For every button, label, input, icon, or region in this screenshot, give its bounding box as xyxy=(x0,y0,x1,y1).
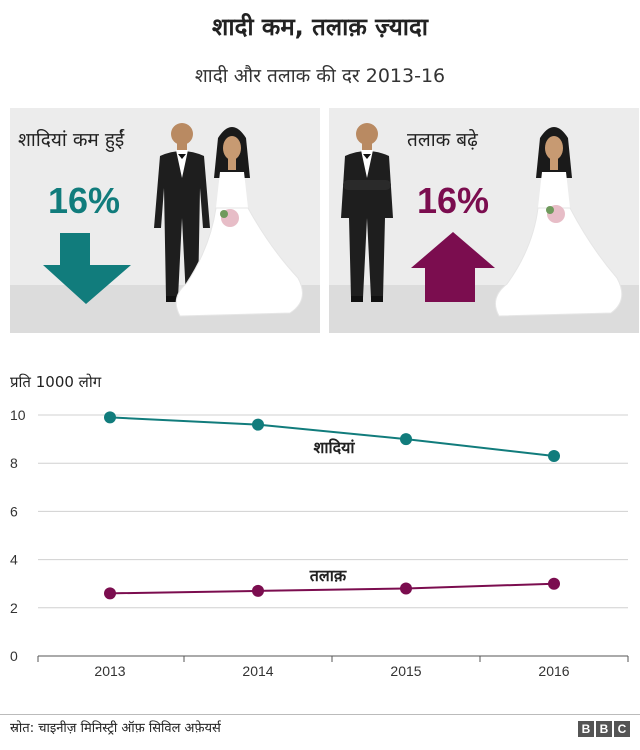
data-point xyxy=(104,411,116,424)
source-note: स्रोत: चाइनीज़ मिनिस्ट्री ऑफ़ सिविल अफ़े… xyxy=(10,721,221,736)
data-point xyxy=(252,584,264,597)
y-tick-label: 10 xyxy=(10,407,26,423)
x-tick-label: 2015 xyxy=(390,663,421,679)
page-title: शादी कम, तलाक़ ज़्यादा xyxy=(212,13,428,41)
marriages-percent: 16% xyxy=(48,180,121,221)
y-tick-label: 2 xyxy=(10,600,18,616)
groom-figure xyxy=(154,123,210,302)
bbc-logo-letter: C xyxy=(614,721,630,737)
y-tick-label: 4 xyxy=(10,552,18,568)
page-subtitle: शादी और तलाक की दर 2013-16 xyxy=(194,65,446,87)
marriages-panel: शादियां कम हुईं 16% xyxy=(10,108,320,333)
bbc-logo: B B C xyxy=(578,721,630,737)
up-arrow-icon xyxy=(411,232,495,302)
x-tick-label: 2016 xyxy=(538,663,569,679)
series-line xyxy=(109,416,555,457)
groom-figure xyxy=(341,123,393,302)
y-axis-label: प्रति 1000 लोग xyxy=(10,373,102,391)
x-tick-label: 2014 xyxy=(242,663,273,679)
data-point xyxy=(548,449,560,462)
marriages-label: शादियां कम हुईं xyxy=(18,129,125,151)
data-point xyxy=(400,582,412,595)
series-label: शादियां xyxy=(313,438,355,457)
separated-couple-illustration xyxy=(341,123,623,317)
divorces-label: तलाक बढ़े xyxy=(407,129,478,151)
divorces-percent: 16% xyxy=(417,180,490,221)
bride-figure xyxy=(175,127,303,317)
footer-divider xyxy=(0,714,640,715)
couple-illustration xyxy=(43,123,303,317)
series-line xyxy=(109,582,555,595)
bbc-logo-letter: B xyxy=(596,721,612,737)
y-tick-label: 8 xyxy=(10,455,18,471)
data-point xyxy=(104,587,116,600)
data-point xyxy=(400,433,412,446)
x-tick-label: 2013 xyxy=(94,663,125,679)
bride-figure xyxy=(494,127,623,317)
y-tick-label: 0 xyxy=(10,648,18,664)
data-point xyxy=(252,418,264,431)
line-chart: 0 2 4 6 8 10 2013 2014 2015 2016 शादियां तलाक़ xyxy=(10,407,629,679)
bbc-logo-letter: B xyxy=(578,721,594,737)
data-point xyxy=(548,577,560,590)
divorces-panel: तलाक बढ़े 16% xyxy=(329,108,639,333)
down-arrow-icon xyxy=(43,233,131,304)
y-tick-label: 6 xyxy=(10,503,18,519)
series-label: तलाक़ xyxy=(309,566,347,585)
